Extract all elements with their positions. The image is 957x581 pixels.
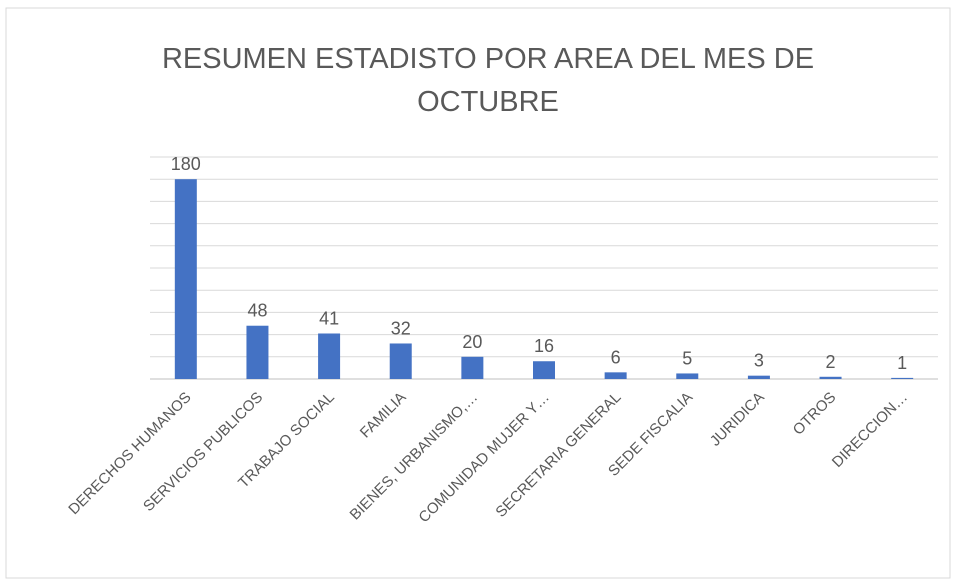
data-label: 1 xyxy=(897,353,907,373)
bar xyxy=(246,325,269,379)
x-tick-label: BIENES, URBANISMO,… xyxy=(347,389,482,524)
data-label: 48 xyxy=(247,301,267,321)
bar xyxy=(174,179,197,379)
x-tick-label: DERECHOS HUMANOS xyxy=(65,389,194,518)
bar xyxy=(676,373,699,379)
data-label: 41 xyxy=(319,308,339,328)
x-tick-label: SECRETARIA GENERAL xyxy=(492,389,624,521)
x-tick-label: OTROS xyxy=(790,389,840,439)
bar xyxy=(389,343,412,379)
bar xyxy=(461,356,484,379)
chart-title: RESUMEN ESTADISTO POR AREA DEL MES DE OC… xyxy=(161,43,815,118)
bar xyxy=(533,361,555,379)
chart-border xyxy=(5,7,951,579)
data-label: 2 xyxy=(826,352,836,372)
bar xyxy=(747,375,770,379)
data-label: 6 xyxy=(611,347,621,367)
bar xyxy=(604,372,627,379)
data-label: 5 xyxy=(682,348,692,368)
x-tick-label: COMUNIDAD MUJER Y… xyxy=(415,389,552,526)
data-label: 20 xyxy=(462,332,482,352)
bar xyxy=(891,377,914,379)
bar xyxy=(819,376,842,379)
x-tick-label: FAMILIA xyxy=(357,389,410,442)
x-tick-label: DIRECCION… xyxy=(829,389,911,471)
data-label: 32 xyxy=(391,318,411,338)
bar xyxy=(318,333,341,379)
x-tick-label: JURIDICA xyxy=(707,389,768,450)
x-tick-label: SERVICIOS PUBLICOS xyxy=(140,389,266,515)
data-label: 16 xyxy=(534,336,554,356)
data-label: 3 xyxy=(754,351,764,371)
data-label: 180 xyxy=(171,154,201,174)
